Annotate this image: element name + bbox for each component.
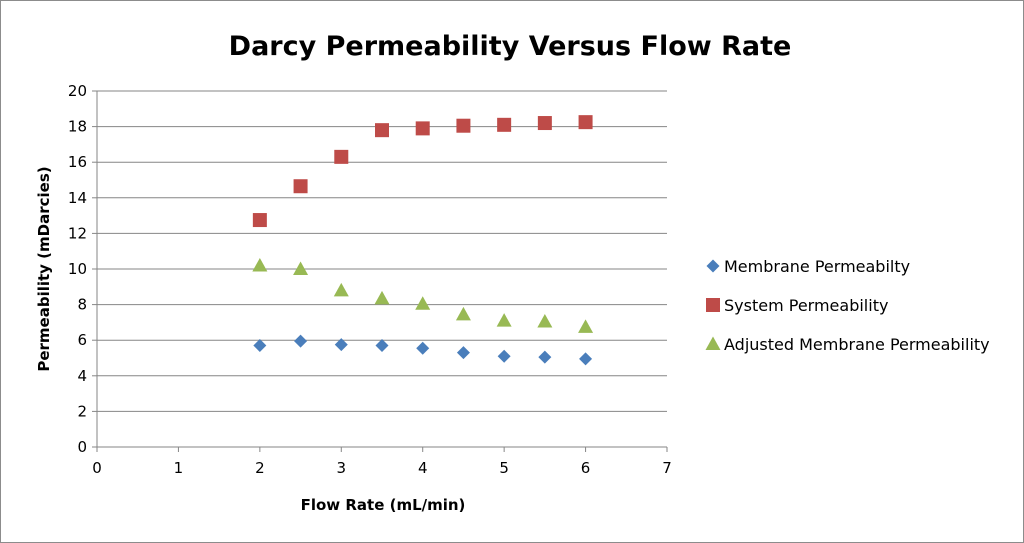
legend-label: Membrane Permeabilty xyxy=(724,257,910,276)
x-axis-ticks: 0 1 2 3 4 5 6 7 xyxy=(92,447,672,477)
y-tick-label: 14 xyxy=(68,189,87,207)
y-tick-label: 20 xyxy=(68,82,87,100)
data-point-diamond xyxy=(294,334,308,348)
legend-item: System Permeability xyxy=(706,296,888,315)
data-point-square xyxy=(456,118,471,133)
legend: Membrane Permeabilty System Permeability A… xyxy=(705,257,990,354)
data-point-diamond xyxy=(497,349,511,363)
chart-title: Darcy Permeability Versus Flow Rate xyxy=(229,31,792,62)
data-point-square xyxy=(252,213,267,228)
x-tick-label: 6 xyxy=(581,459,591,477)
y-tick-label: 2 xyxy=(77,402,87,420)
data-point-square xyxy=(334,149,349,164)
y-tick-label: 4 xyxy=(77,367,87,385)
data-point-square xyxy=(415,121,430,136)
legend-marker-square xyxy=(706,298,720,312)
y-tick-label: 18 xyxy=(68,118,87,136)
x-tick-label: 1 xyxy=(174,459,184,477)
data-point-square xyxy=(375,123,389,138)
legend-item: Membrane Permeabilty xyxy=(706,257,910,276)
data-point-diamond xyxy=(416,341,430,355)
y-tick-label: 0 xyxy=(77,438,87,456)
y-tick-label: 6 xyxy=(77,331,87,349)
legend-label: System Permeability xyxy=(724,296,888,315)
data-point-square xyxy=(497,117,512,132)
x-tick-label: 0 xyxy=(92,459,102,477)
data-point-triangle xyxy=(415,296,431,310)
legend-marker-diamond xyxy=(706,259,720,273)
data-point-diamond xyxy=(334,338,348,352)
data-series xyxy=(252,115,594,366)
data-point-triangle xyxy=(455,306,471,321)
data-point-square xyxy=(537,116,552,131)
legend-label: Adjusted Membrane Permeability xyxy=(724,335,990,354)
y-tick-label: 12 xyxy=(68,224,87,242)
x-tick-label: 7 xyxy=(662,459,672,477)
x-tick-label: 2 xyxy=(255,459,265,477)
y-tick-label: 16 xyxy=(68,153,87,171)
data-point-triangle xyxy=(252,257,268,272)
series-triangle xyxy=(252,257,594,333)
data-point-triangle xyxy=(293,261,309,275)
data-point-diamond xyxy=(253,339,267,353)
legend-marker-triangle xyxy=(705,336,721,350)
y-axis-ticks: 0 2 4 6 8 10 12 14 16 18 20 xyxy=(68,82,97,456)
data-point-diamond xyxy=(456,346,470,360)
series-square xyxy=(252,115,593,228)
legend-item: Adjusted Membrane Permeability xyxy=(705,335,990,354)
data-point-triangle xyxy=(537,314,553,328)
x-tick-label: 5 xyxy=(499,459,509,477)
data-point-diamond xyxy=(579,352,593,366)
y-tick-label: 10 xyxy=(68,260,87,278)
gridlines xyxy=(97,90,667,412)
data-point-square xyxy=(293,179,308,194)
data-point-triangle xyxy=(333,282,349,297)
y-tick-label: 8 xyxy=(77,296,87,314)
data-point-square xyxy=(578,115,593,130)
y-axis-title: Permeability (mDarcies) xyxy=(35,166,53,371)
series-diamond xyxy=(253,334,593,366)
data-point-triangle xyxy=(496,313,512,327)
x-tick-label: 3 xyxy=(337,459,347,477)
x-axis-title: Flow Rate (mL/min) xyxy=(301,496,466,514)
x-tick-label: 4 xyxy=(418,459,428,477)
data-point-diamond xyxy=(375,339,389,353)
data-point-triangle xyxy=(374,290,390,305)
data-point-triangle xyxy=(578,319,594,333)
data-point-diamond xyxy=(538,350,552,364)
